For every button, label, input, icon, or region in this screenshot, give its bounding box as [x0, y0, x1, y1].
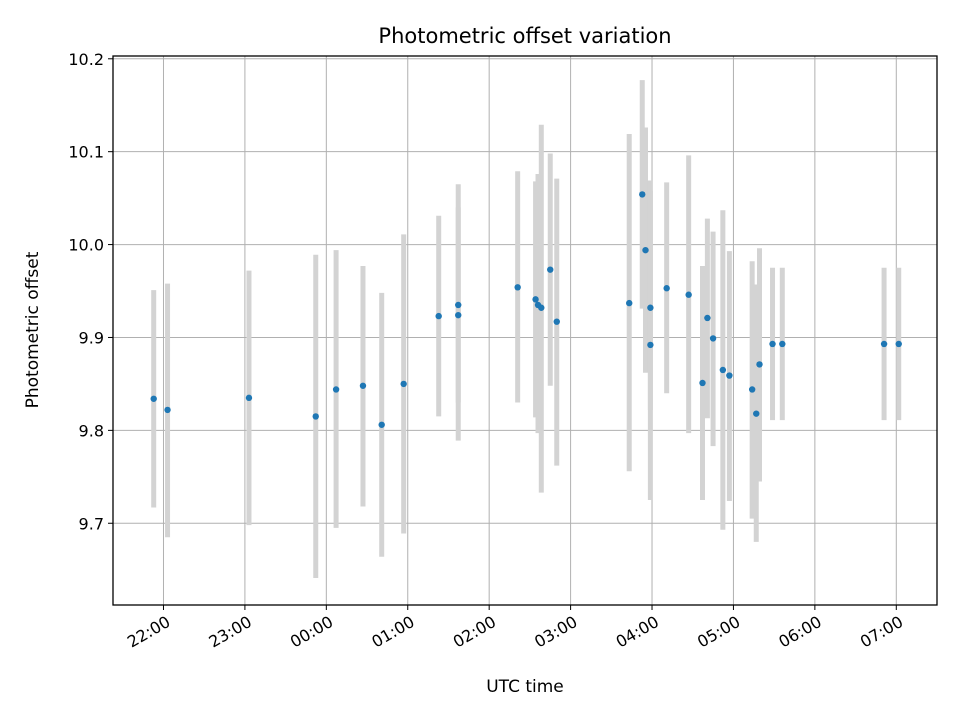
data-point — [769, 340, 776, 348]
data-point — [435, 312, 442, 320]
data-point — [639, 191, 646, 198]
data-point — [663, 285, 670, 292]
data-point — [164, 406, 171, 414]
data-point — [647, 341, 654, 349]
data-point — [514, 284, 521, 291]
data-point — [245, 394, 253, 402]
data-point — [880, 340, 888, 348]
y-tick-label: 10.1 — [68, 143, 104, 162]
data-point — [378, 421, 385, 428]
y-tick-label: 10.2 — [68, 50, 104, 69]
data-point — [455, 301, 462, 309]
data-point — [685, 291, 692, 298]
data-point — [647, 304, 654, 311]
data-point — [312, 413, 319, 420]
data-point — [699, 379, 706, 387]
data-point — [642, 246, 649, 254]
y-axis-label: Photometric offset — [23, 251, 43, 408]
data-point — [779, 340, 786, 348]
data-point — [538, 304, 545, 311]
data-point — [719, 366, 727, 374]
data-point — [626, 299, 633, 307]
data-point — [756, 361, 763, 368]
data-point — [547, 266, 554, 273]
data-point — [753, 410, 760, 417]
data-points — [150, 191, 902, 428]
data-point — [748, 386, 756, 393]
y-tick-label: 10.0 — [68, 236, 104, 255]
data-point — [359, 382, 367, 389]
y-axis-ticks: 9.7 9.8 9.9 10.0 10.1 10.2 — [68, 50, 113, 533]
data-point — [455, 311, 462, 319]
data-point — [150, 395, 157, 402]
data-point — [895, 340, 902, 348]
data-point — [553, 318, 560, 325]
x-axis-label: UTC time — [486, 677, 564, 697]
y-tick-label: 9.9 — [79, 328, 104, 347]
data-point — [400, 380, 407, 388]
chart-title: Photometric offset variation — [378, 24, 671, 48]
data-point — [709, 335, 717, 342]
data-point — [532, 296, 539, 303]
y-tick-label: 9.7 — [79, 514, 104, 533]
data-point — [704, 314, 711, 322]
plot-frame — [112, 55, 938, 606]
data-point — [726, 372, 733, 379]
y-tick-label: 9.8 — [79, 421, 104, 440]
data-point — [332, 386, 340, 393]
